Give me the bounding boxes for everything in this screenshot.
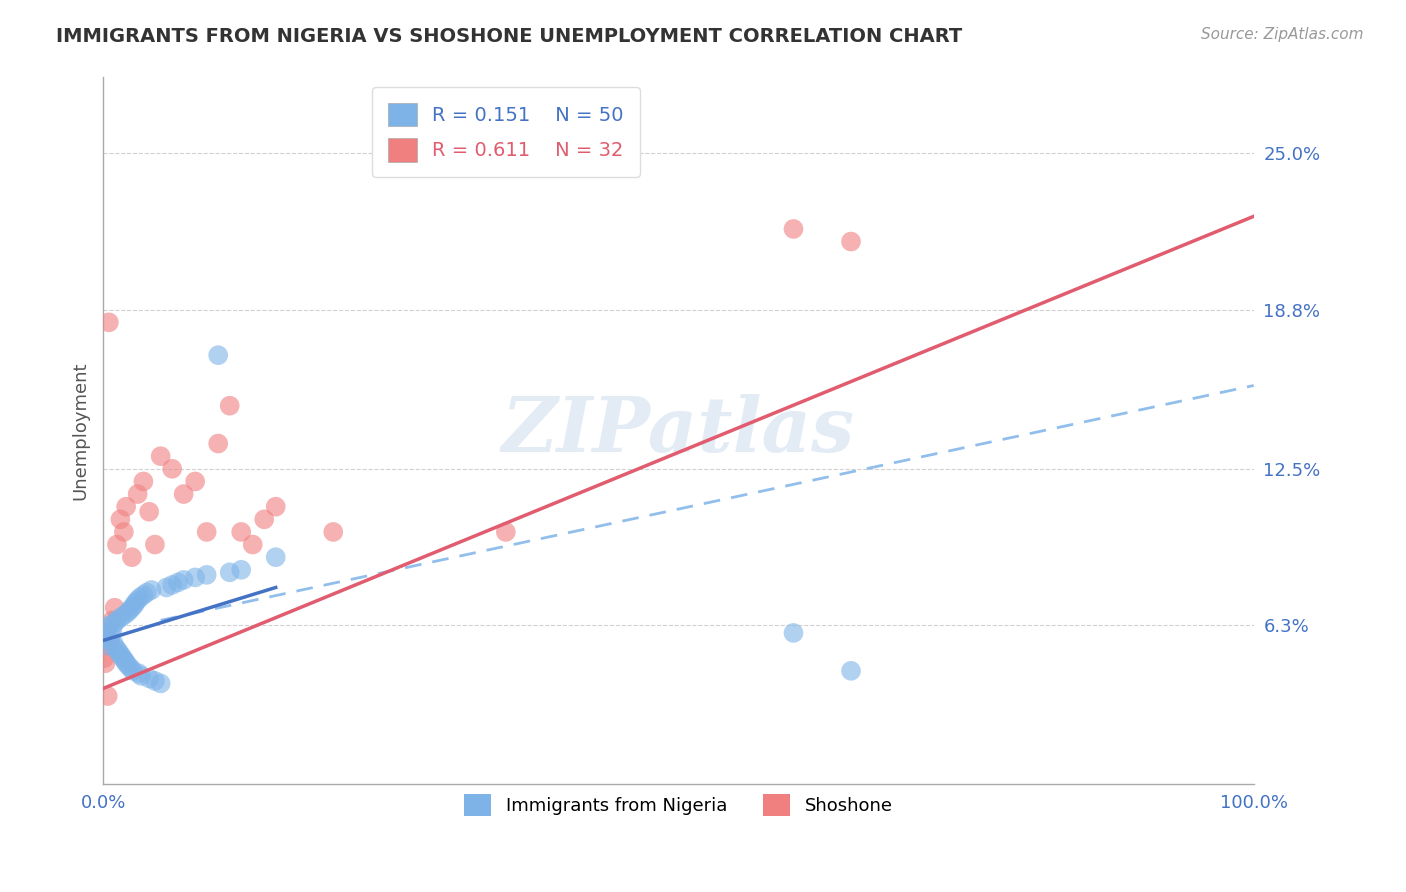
Text: Source: ZipAtlas.com: Source: ZipAtlas.com: [1201, 27, 1364, 42]
Point: [218, 399, 240, 413]
Point: [104, 615, 127, 630]
Point: [264, 500, 287, 514]
Point: [138, 505, 160, 519]
Point: [97, 618, 120, 632]
Point: [167, 575, 190, 590]
Point: [138, 672, 160, 686]
Point: [97, 689, 120, 703]
Point: [155, 581, 177, 595]
Point: [184, 570, 207, 584]
Point: [207, 436, 229, 450]
Point: [129, 669, 152, 683]
Point: [93, 626, 115, 640]
Point: [195, 567, 218, 582]
Point: [98, 639, 121, 653]
Point: [110, 512, 132, 526]
Point: [143, 537, 166, 551]
Point: [121, 600, 143, 615]
Point: [160, 462, 183, 476]
Point: [149, 449, 172, 463]
Point: [128, 666, 150, 681]
Point: [207, 348, 229, 362]
Point: [253, 512, 276, 526]
Point: [231, 563, 253, 577]
Point: [127, 593, 149, 607]
Point: [101, 613, 124, 627]
Point: [120, 661, 142, 675]
Point: [122, 664, 145, 678]
Point: [782, 222, 804, 236]
Point: [160, 578, 183, 592]
Point: [839, 235, 862, 249]
Point: [101, 624, 124, 638]
Point: [108, 646, 131, 660]
Point: [104, 600, 127, 615]
Point: [115, 500, 138, 514]
Point: [110, 648, 132, 663]
Point: [117, 606, 139, 620]
Point: [495, 524, 517, 539]
Point: [124, 596, 146, 610]
Text: ZIPatlas: ZIPatlas: [502, 394, 855, 468]
Point: [122, 598, 145, 612]
Point: [103, 636, 125, 650]
Point: [94, 657, 117, 671]
Point: [127, 487, 149, 501]
Point: [97, 315, 120, 329]
Point: [149, 676, 172, 690]
Point: [173, 487, 195, 501]
Point: [107, 643, 129, 657]
Point: [105, 613, 128, 627]
Point: [117, 658, 139, 673]
Point: [184, 475, 207, 489]
Point: [173, 573, 195, 587]
Point: [112, 608, 135, 623]
Point: [141, 582, 163, 597]
Point: [96, 621, 118, 635]
Point: [143, 673, 166, 688]
Point: [322, 524, 344, 539]
Point: [100, 628, 122, 642]
Point: [242, 537, 264, 551]
Point: [97, 639, 120, 653]
Point: [118, 603, 141, 617]
Point: [135, 585, 157, 599]
Text: IMMIGRANTS FROM NIGERIA VS SHOSHONE UNEMPLOYMENT CORRELATION CHART: IMMIGRANTS FROM NIGERIA VS SHOSHONE UNEM…: [56, 27, 963, 45]
Point: [112, 524, 135, 539]
Point: [114, 654, 136, 668]
Point: [218, 566, 240, 580]
Point: [782, 626, 804, 640]
Y-axis label: Unemployment: Unemployment: [72, 361, 89, 500]
Point: [104, 641, 127, 656]
Point: [121, 550, 143, 565]
Point: [98, 633, 121, 648]
Point: [93, 651, 115, 665]
Point: [105, 537, 128, 551]
Point: [231, 524, 253, 539]
Point: [115, 657, 138, 671]
Point: [132, 588, 155, 602]
Point: [195, 524, 218, 539]
Point: [111, 651, 134, 665]
Point: [94, 631, 117, 645]
Point: [129, 591, 152, 605]
Point: [839, 664, 862, 678]
Point: [110, 611, 132, 625]
Point: [132, 475, 155, 489]
Point: [264, 550, 287, 565]
Legend: Immigrants from Nigeria, Shoshone: Immigrants from Nigeria, Shoshone: [456, 785, 901, 825]
Point: [96, 626, 118, 640]
